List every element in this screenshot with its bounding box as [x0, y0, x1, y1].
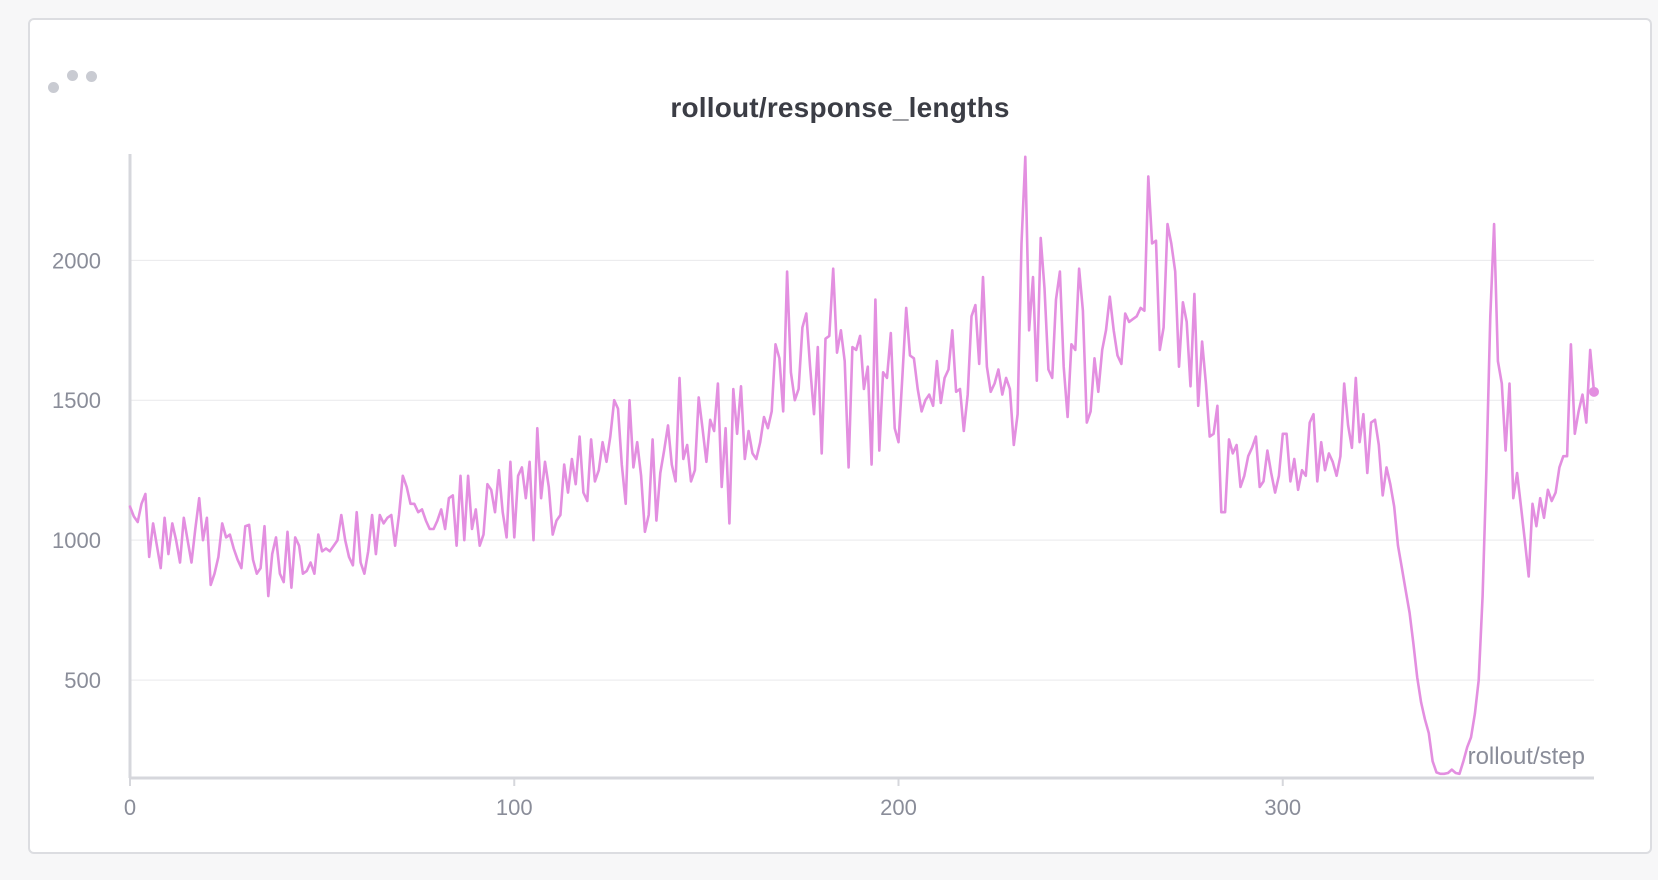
- dot-icon: [48, 82, 59, 93]
- x-tick-label: 300: [1264, 795, 1301, 820]
- y-tick-label: 2000: [52, 248, 101, 273]
- drag-dots-icon[interactable]: [48, 70, 108, 100]
- chart-panel: rollout/response_lengths: [28, 18, 1652, 854]
- y-tick-label: 500: [64, 668, 101, 693]
- x-tick-label: 200: [880, 795, 917, 820]
- dot-icon: [86, 71, 97, 82]
- y-tick-label: 1500: [52, 388, 101, 413]
- series-layer: [128, 155, 1599, 776]
- y-tick-label: 1000: [52, 528, 101, 553]
- dot-icon: [67, 70, 78, 81]
- chart-title: rollout/response_lengths: [670, 92, 1010, 123]
- x-tick-label: 0: [124, 795, 136, 820]
- axes: 500 1000 1500 2000 0 100 200 300: [52, 154, 1594, 820]
- x-tick-label: 100: [496, 795, 533, 820]
- grid-lines: [130, 259, 1594, 681]
- last-point-marker: [1589, 386, 1599, 397]
- series-line: [128, 155, 1596, 776]
- x-axis-title: rollout/step: [1468, 743, 1585, 770]
